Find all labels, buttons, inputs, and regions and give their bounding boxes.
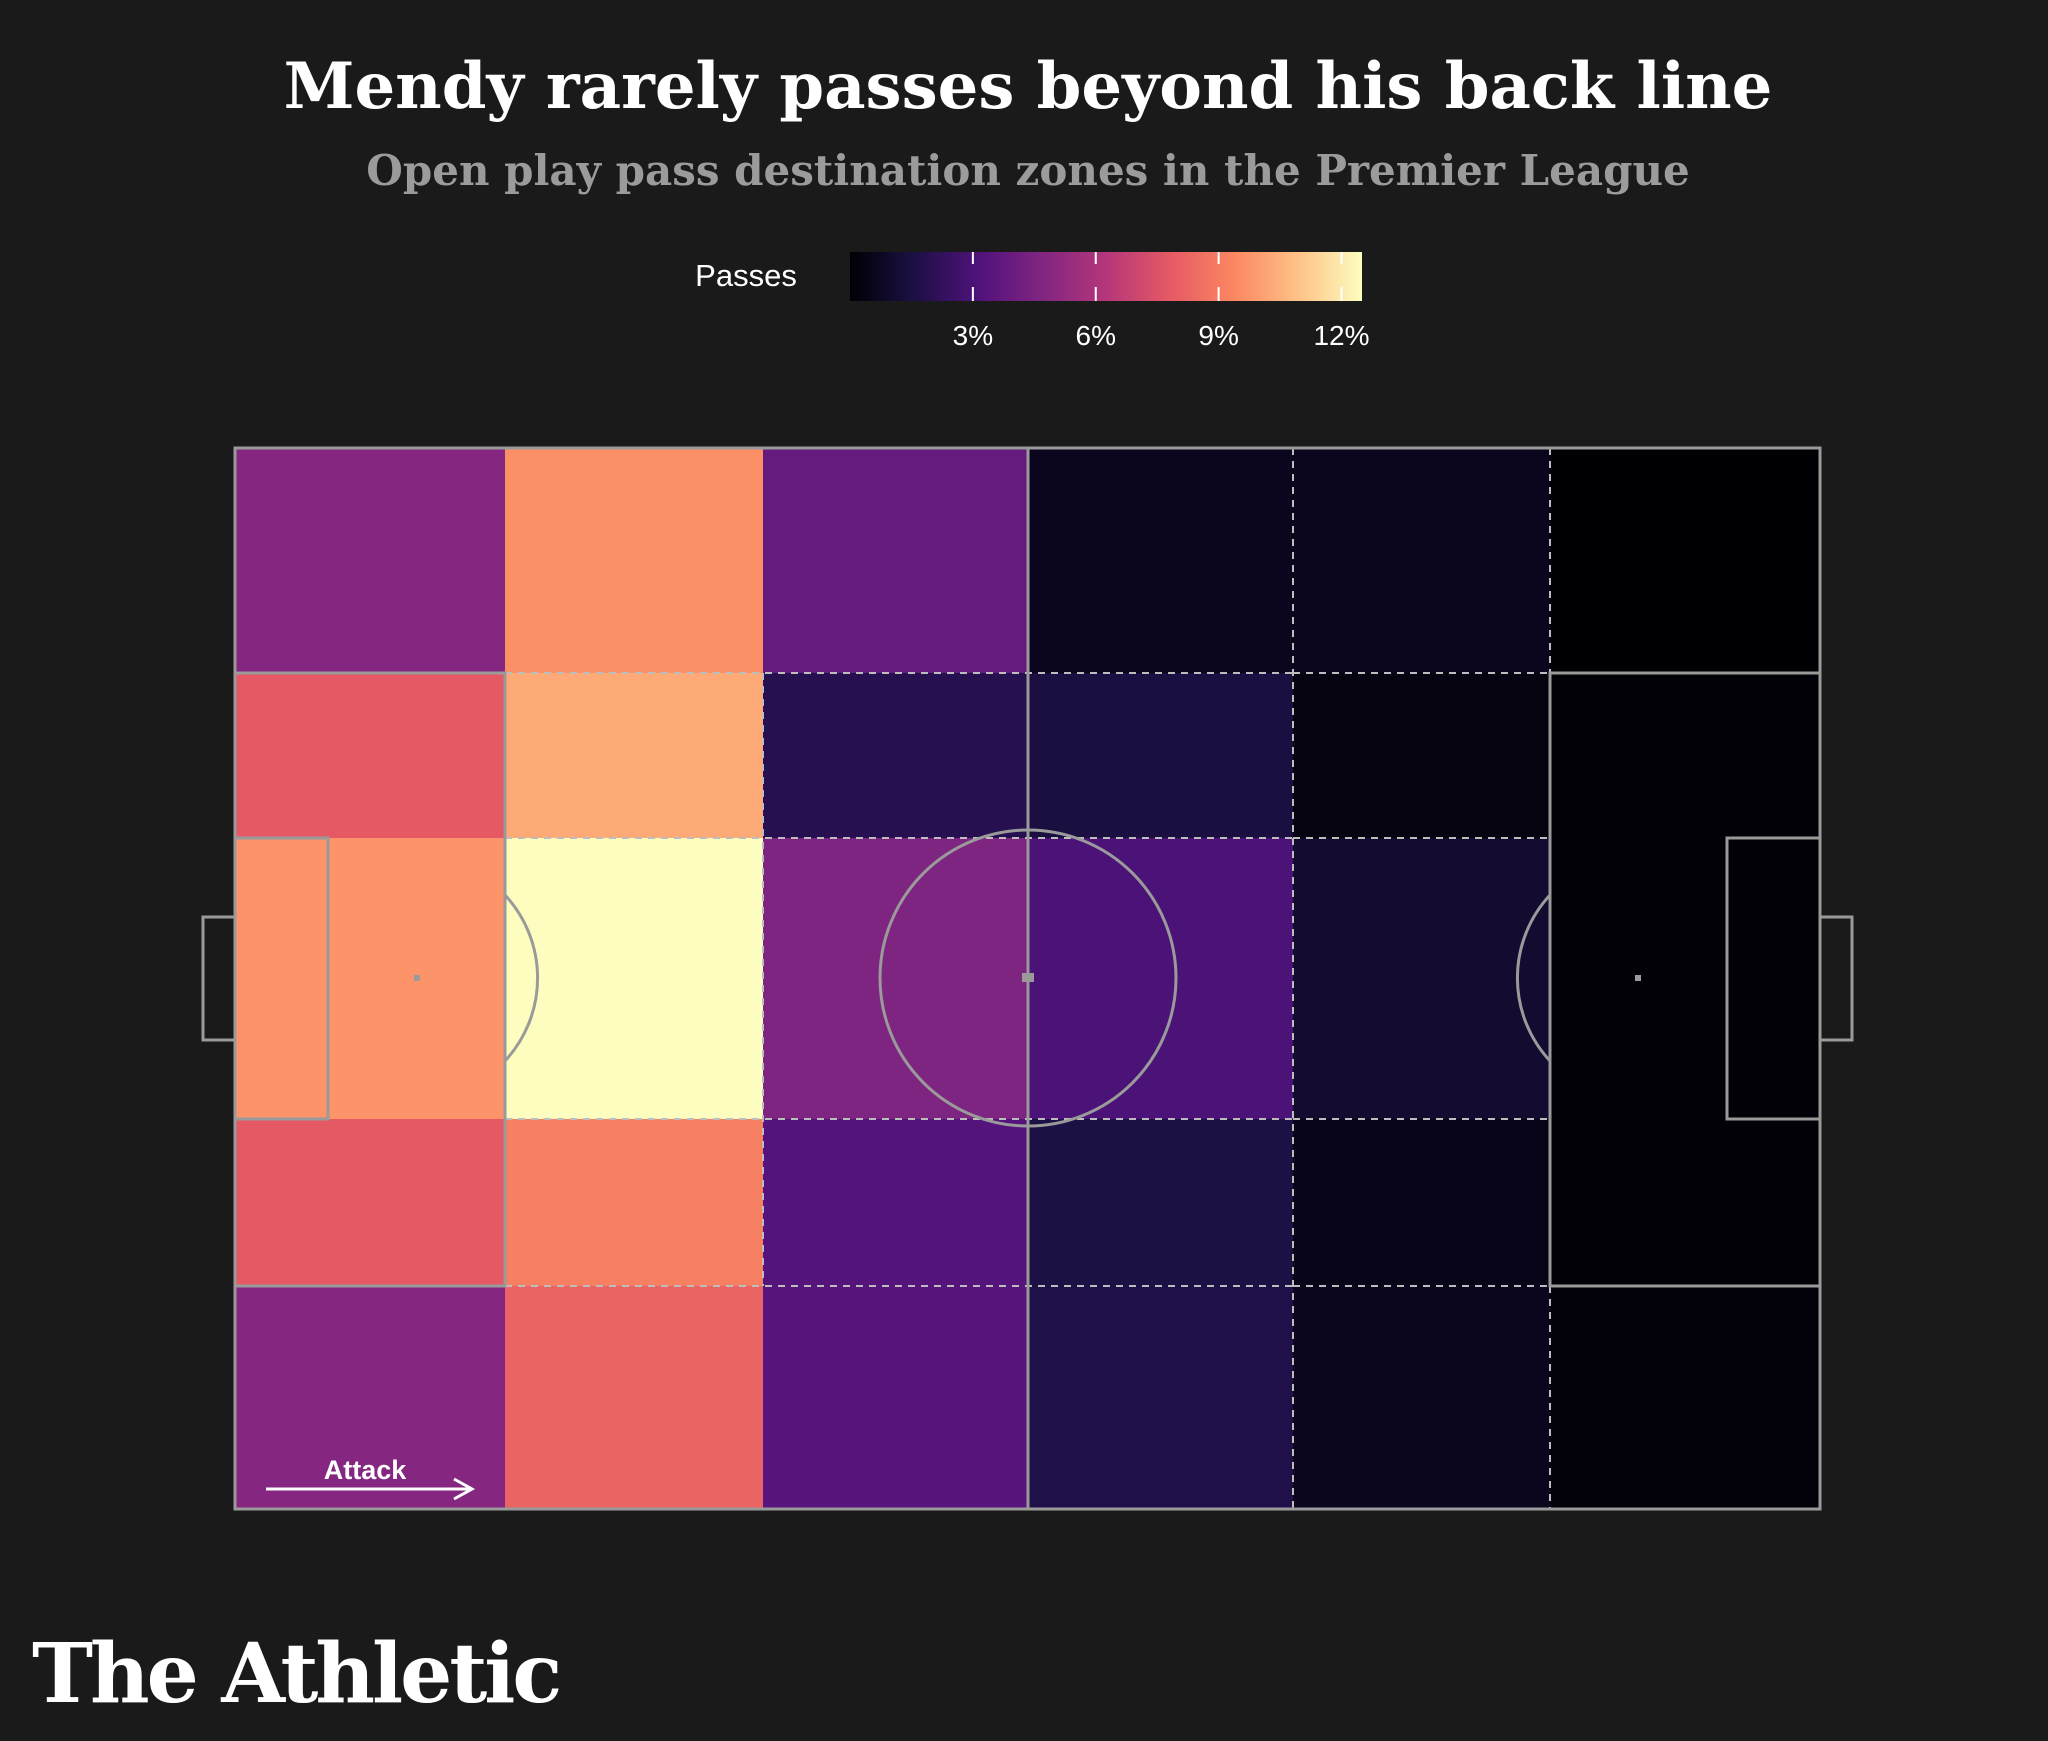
heatmap-cell-c2-right-wing [505, 1286, 763, 1509]
zone-dividers [235, 448, 1820, 1509]
chart-title: Mendy rarely passes beyond his back line [284, 49, 1773, 124]
heatmap-cell-c5-right-wing [1293, 1286, 1550, 1509]
arrow-head-icon [453, 1477, 476, 1501]
heatmap-cell-c4-left-halfspace [1028, 673, 1293, 838]
heatmap-cell-c5-center [1293, 838, 1550, 1119]
legend-tick-label: 9% [1198, 320, 1238, 351]
heatmap-cell-c2-left-wing [505, 448, 763, 673]
heatmap-cells [235, 448, 1820, 1509]
heatmap-cell-c1-right-wing [235, 1286, 505, 1509]
heatmap-cell-c6-left-wing [1550, 448, 1820, 673]
attack-direction: Attack [266, 1455, 476, 1501]
heatmap-cell-c5-right-halfspace [1293, 1119, 1550, 1286]
heatmap-cell-c4-right-halfspace [1028, 1119, 1293, 1286]
heatmap-cell-c1-left-halfspace [235, 673, 505, 838]
heatmap-cell-c2-center [505, 838, 763, 1119]
heatmap-cell-c5-left-halfspace [1293, 673, 1550, 838]
attack-label: Attack [324, 1455, 408, 1485]
heatmap-cell-c2-right-halfspace [505, 1119, 763, 1286]
heatmap-cell-c6-left-halfspace [1550, 673, 1820, 838]
heatmap-cell-c4-right-wing [1028, 1286, 1293, 1509]
chart-subtitle: Open play pass destination zones in the … [366, 146, 1689, 195]
heatmap-cell-c6-right-halfspace [1550, 1119, 1820, 1286]
legend-title: Passes [695, 258, 797, 293]
legend-tick-label: 6% [1076, 320, 1116, 351]
brand-logo: The Athletic [32, 1626, 559, 1722]
heatmap-cell-c3-left-halfspace [763, 673, 1028, 838]
heatmap-cell-c3-center [763, 838, 1028, 1119]
heatmap-cell-c1-right-halfspace [235, 1119, 505, 1286]
heatmap-cell-c1-left-wing [235, 448, 505, 673]
heatmap-cell-c5-left-wing [1293, 448, 1550, 673]
heatmap-cell-c3-right-wing [763, 1286, 1028, 1509]
heatmap-cell-c4-center [1028, 838, 1293, 1119]
heatmap-cell-c3-right-halfspace [763, 1119, 1028, 1286]
heatmap-cell-c6-box [1550, 838, 1820, 1119]
heatmap-cell-c6-right-wing [1550, 1286, 1820, 1509]
colorbar-legend: Passes 3% 6% 9% 12% [695, 252, 1370, 351]
colorbar [850, 252, 1362, 301]
heatmap-cell-c2-left-halfspace [505, 673, 763, 838]
heatmap-cell-c4-left-wing [1028, 448, 1293, 673]
pitch-markings [201, 446, 1854, 1511]
heatmap-cell-c3-left-wing [763, 448, 1028, 673]
legend-tick-label: 3% [953, 320, 993, 351]
heatmap-cell-c1-box [235, 838, 505, 1119]
legend-tick-label: 12% [1313, 320, 1369, 351]
